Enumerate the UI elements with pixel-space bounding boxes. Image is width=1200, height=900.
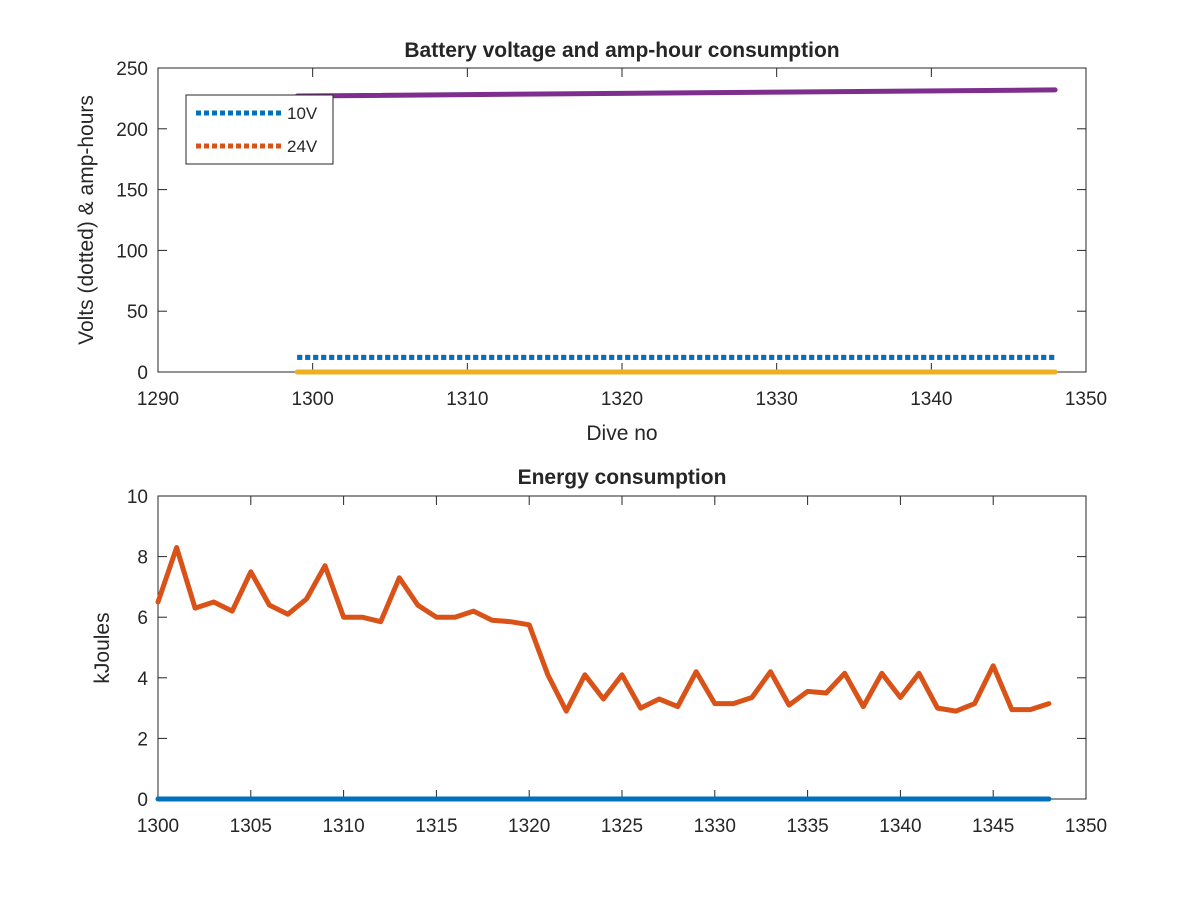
energy-x-tick-label: 1345 — [972, 816, 1014, 837]
battery-line-series-3 — [294, 87, 1058, 99]
energy-chart-y-ticks: 0 2 4 6 8 10 — [127, 487, 1086, 811]
battery-x-tick-label: 1330 — [756, 389, 798, 410]
energy-chart-y-axis-label: kJoules — [91, 612, 114, 683]
energy-chart-title: Energy consumption — [518, 466, 727, 489]
battery-y-tick-label: 250 — [116, 59, 148, 80]
energy-chart-series — [155, 545, 1052, 802]
battery-chart-y-axis-label: Volts (dotted) & amp-hours — [75, 95, 98, 345]
battery-chart-series — [294, 87, 1058, 375]
legend-label-24v: 24V — [287, 137, 318, 156]
energy-chart-axes-box — [157, 495, 1087, 800]
battery-x-tick-label: 1310 — [446, 389, 488, 410]
battery-y-tick-label: 50 — [127, 302, 148, 323]
energy-x-tick-label: 1315 — [415, 816, 457, 837]
battery-chart: 1290 1300 1310 1320 1330 1340 1350 0 50 100 150 20… — [75, 39, 1107, 445]
legend-label-10v: 10V — [287, 104, 318, 123]
energy-x-tick-label: 1305 — [230, 816, 272, 837]
energy-y-tick-label: 10 — [127, 487, 148, 508]
energy-x-tick-label: 1350 — [1065, 816, 1107, 837]
battery-y-tick-label: 100 — [116, 241, 148, 262]
energy-x-tick-label: 1330 — [694, 816, 736, 837]
energy-x-tick-label: 1300 — [137, 816, 179, 837]
battery-x-tick-label: 1340 — [910, 389, 952, 410]
energy-line-series-1 — [155, 545, 1052, 714]
battery-x-tick-label: 1320 — [601, 389, 643, 410]
legend-box — [185, 94, 334, 165]
energy-y-tick-label: 2 — [137, 729, 148, 750]
battery-chart-x-axis-label: Dive no — [586, 422, 657, 445]
battery-x-tick-label: 1350 — [1065, 389, 1107, 410]
energy-y-tick-label: 8 — [137, 548, 148, 569]
battery-y-tick-label: 0 — [137, 363, 148, 384]
energy-chart: 1300 1305 1310 1315 1320 1325 1330 1335 1340 1345… — [91, 466, 1107, 837]
energy-x-tick-label: 1340 — [879, 816, 921, 837]
battery-chart-x-ticks: 1290 1300 1310 1320 1330 1340 1350 — [137, 68, 1107, 410]
energy-y-tick-label: 4 — [137, 669, 148, 690]
battery-chart-title: Battery voltage and amp-hour consumption — [404, 39, 839, 62]
battery-chart-legend: 10V 24V — [185, 94, 334, 165]
battery-x-tick-label: 1290 — [137, 389, 179, 410]
battery-y-tick-label: 150 — [116, 181, 148, 202]
battery-chart-y-ticks: 0 50 100 150 200 250 — [116, 59, 1086, 384]
energy-y-tick-label: 6 — [137, 608, 148, 629]
energy-x-tick-label: 1320 — [508, 816, 550, 837]
energy-x-tick-label: 1310 — [322, 816, 364, 837]
energy-x-tick-label: 1325 — [601, 816, 643, 837]
battery-y-tick-label: 200 — [116, 120, 148, 141]
battery-x-tick-label: 1300 — [292, 389, 334, 410]
energy-chart-x-ticks: 1300 1305 1310 1315 1320 1325 1330 1335 1340 1345… — [137, 496, 1107, 837]
energy-x-tick-label: 1335 — [786, 816, 828, 837]
energy-y-tick-label: 0 — [137, 790, 148, 811]
